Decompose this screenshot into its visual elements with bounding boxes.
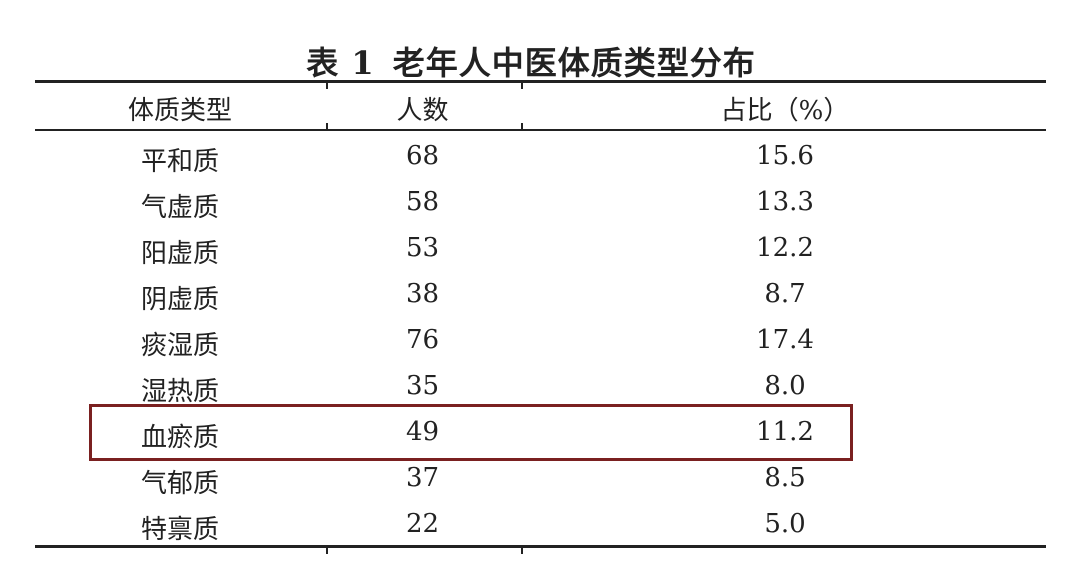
row-percent: 13.3 [756,187,814,217]
row-type: 阳虚质 [140,239,219,269]
row-percent: 17.4 [756,325,814,355]
row-count: 38 [405,279,440,309]
column-tick [521,83,523,89]
row-count: 68 [405,141,440,171]
row-percent: 11.2 [756,417,814,447]
row-count: 53 [405,233,440,263]
column-tick [326,83,328,89]
row-percent: 5.0 [764,509,806,539]
row-type: 湿热质 [140,377,219,407]
table-caption: 老年人中医体质类型分布 [392,44,756,82]
row-percent: 12.2 [756,233,814,263]
row-type: 特禀质 [140,515,219,545]
header-type: 体质类型 [127,96,232,126]
row-count: 76 [405,325,440,355]
top-rule [35,80,1046,83]
row-count: 22 [405,509,440,539]
row-percent: 8.7 [764,279,806,309]
row-type: 阴虚质 [140,285,219,315]
column-tick [326,548,328,554]
row-percent: 8.0 [764,371,806,401]
column-tick [521,548,523,554]
table-number: 表 1 [306,44,375,82]
row-percent: 8.5 [764,463,806,493]
highlight-box [89,404,853,461]
row-count: 35 [405,371,440,401]
row-type: 痰湿质 [140,331,219,361]
row-type: 血瘀质 [140,423,219,453]
bottom-rule [35,545,1046,548]
row-count: 49 [405,417,440,447]
row-count: 58 [405,187,440,217]
column-tick [521,123,523,129]
header-percent: 占比（%） [720,96,850,126]
row-type: 气虚质 [140,193,219,223]
row-percent: 15.6 [756,141,814,171]
column-tick [326,123,328,129]
table-title: 表 1 老年人中医体质类型分布 [0,38,1080,84]
row-count: 37 [405,463,440,493]
row-type: 气郁质 [140,469,219,499]
header-rule [35,129,1046,131]
row-type: 平和质 [140,147,219,177]
header-count: 人数 [396,96,449,126]
